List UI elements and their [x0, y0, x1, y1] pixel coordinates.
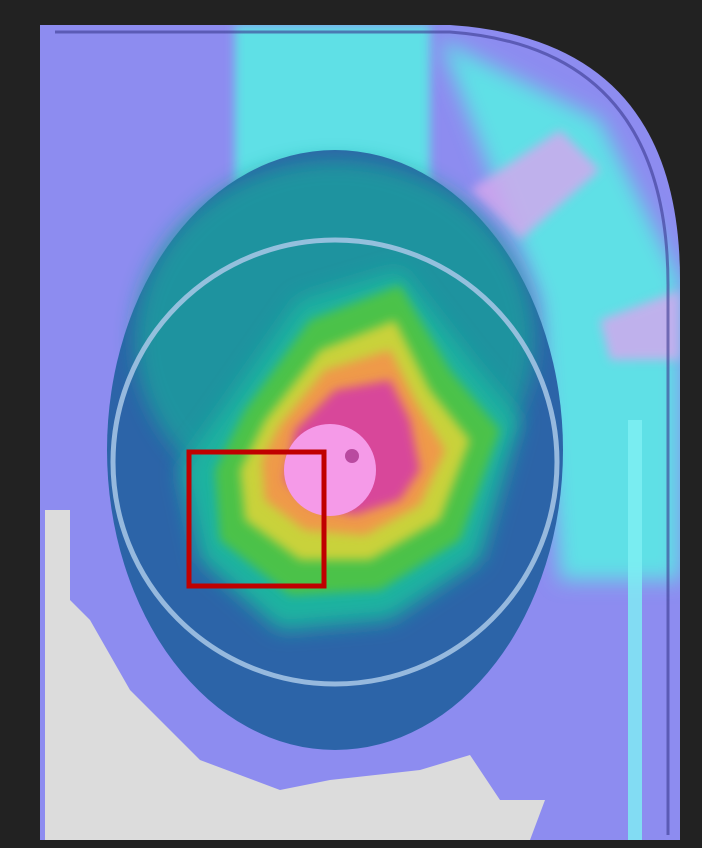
- device: [40, 25, 680, 840]
- device-edge: [55, 30, 670, 835]
- hot-spot-core: [345, 449, 359, 463]
- highlight-box: [186, 449, 327, 589]
- uncovered-region: [45, 510, 545, 840]
- side-strip: [628, 420, 642, 840]
- inner-ring: [110, 237, 560, 687]
- hot-spot: [284, 424, 376, 516]
- pink-streak: [470, 130, 600, 240]
- pink-streak: [600, 290, 680, 360]
